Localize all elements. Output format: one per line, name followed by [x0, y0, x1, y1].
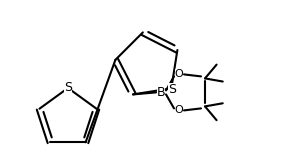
Text: B: B	[157, 86, 165, 99]
Text: S: S	[168, 83, 176, 96]
Text: O: O	[175, 69, 183, 79]
Text: O: O	[175, 105, 183, 115]
Text: S: S	[64, 80, 72, 93]
